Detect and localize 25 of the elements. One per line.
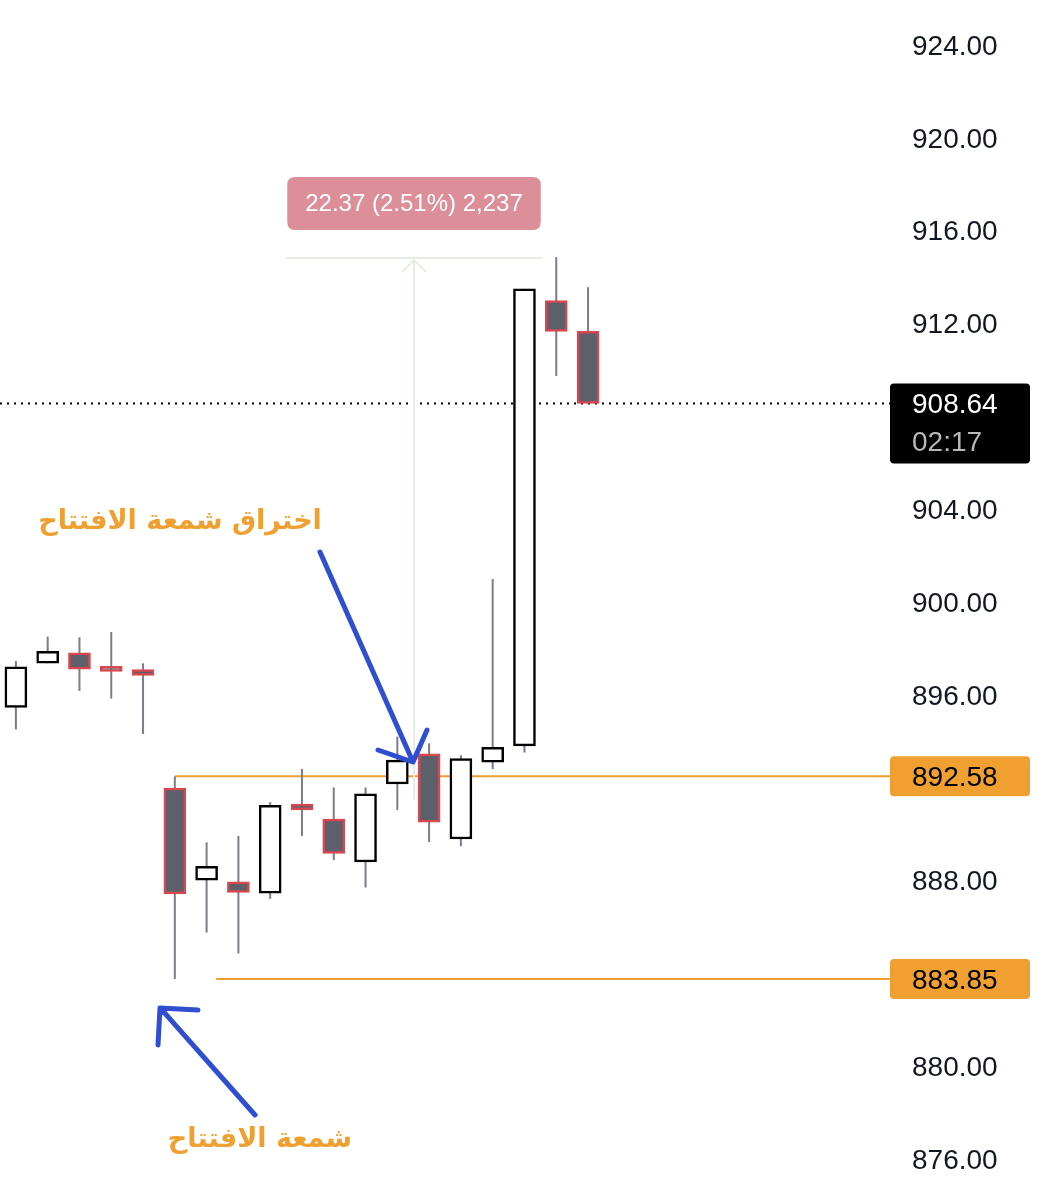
y-tick-label: 876.00	[912, 1143, 998, 1175]
y-tick-label: 904.00	[912, 493, 998, 525]
y-tick-label: 900.00	[912, 586, 998, 618]
y-tick-label: 888.00	[912, 865, 998, 897]
candlestick	[385, 735, 409, 811]
candlestick	[290, 767, 314, 837]
y-tick-label: 916.00	[912, 215, 998, 247]
ref-line-label: 883.85	[912, 963, 998, 995]
y-tick-label: 920.00	[912, 122, 998, 154]
annotation: شمعة الافتتاح	[167, 1122, 353, 1155]
candlestick	[99, 630, 123, 700]
text: 02:17	[912, 426, 983, 458]
annotation: اختراق شمعة الافتتاح	[38, 504, 322, 537]
annotation: 22.37 (2.51%) 2,237	[305, 188, 523, 216]
candlestick	[36, 635, 60, 665]
candlestick	[227, 834, 250, 955]
candlestick	[68, 636, 91, 692]
y-tick-label: 924.00	[912, 29, 998, 61]
ref-line-label: 892.58	[912, 761, 998, 793]
candlestick	[195, 841, 218, 934]
candlestick	[481, 578, 505, 771]
y-tick-label: 896.00	[912, 679, 998, 711]
ref-line-label: 908.64	[912, 388, 998, 420]
y-tick-label: 912.00	[912, 308, 998, 340]
y-tick-label: 880.00	[912, 1051, 998, 1083]
